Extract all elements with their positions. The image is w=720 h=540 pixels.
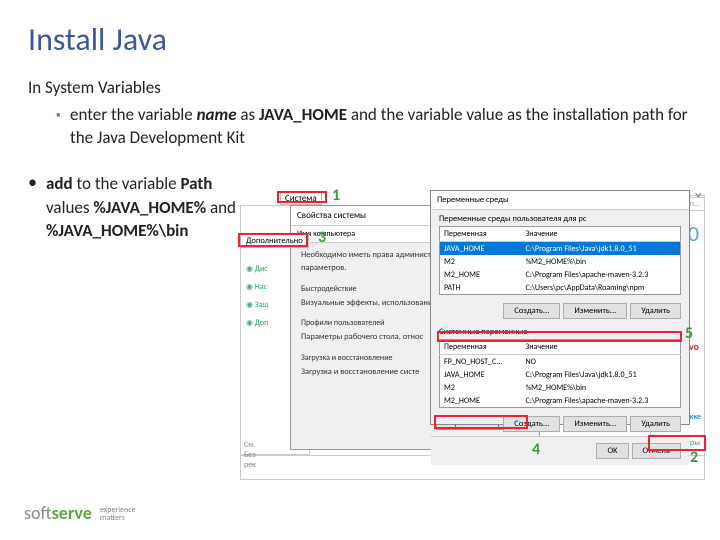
- col-header: Значение: [521, 227, 680, 242]
- step-number-4: 4: [532, 440, 540, 459]
- table-row[interactable]: M2_HOMEC:\Program Files\apache-maven-3.2…: [440, 394, 681, 408]
- text: add: [46, 173, 73, 194]
- text: values: [46, 197, 93, 218]
- text: to the variable: [73, 173, 181, 194]
- text: %JAVA_HOME%\bin: [46, 220, 188, 241]
- step-number-1: 1: [332, 186, 340, 205]
- create-button[interactable]: Создать...: [503, 303, 560, 319]
- side-item[interactable]: Доп: [246, 314, 268, 332]
- col-header: Значение: [521, 340, 680, 355]
- text: and: [206, 197, 236, 218]
- text: as: [237, 104, 259, 125]
- section-label: Переменные среды пользователя для pc: [439, 214, 681, 224]
- step-number-2: 2: [690, 448, 698, 467]
- side-item[interactable]: Защ: [246, 296, 268, 314]
- dialog-title: Переменные среды: [431, 191, 689, 210]
- logo-serve: serve: [52, 502, 92, 524]
- bullet-2: add to the variable Path values %JAVA_HO…: [28, 172, 258, 243]
- text: Без: [244, 450, 256, 460]
- sistema-crumb[interactable]: Система: [280, 192, 322, 205]
- step-number-3: 3: [318, 228, 326, 247]
- table-row[interactable]: M2_HOMEC:\Program Files\apache-maven-3.2…: [440, 268, 681, 281]
- edit-button[interactable]: Изменить...: [563, 416, 627, 432]
- bullet-1: enter the variable name as JAVA_HOME and…: [56, 104, 692, 150]
- logo: softserve experiencematters: [24, 502, 136, 524]
- text-var: JAVA_HOME: [259, 104, 347, 125]
- logo-tag: matters: [100, 513, 125, 523]
- table-row[interactable]: M2%M2_HOME%\bin: [440, 255, 681, 268]
- col-header: Переменная: [440, 227, 522, 242]
- text-name: name: [197, 104, 237, 125]
- text: рек: [244, 460, 256, 470]
- text: См.: [244, 440, 256, 450]
- side-item[interactable]: Дис: [246, 260, 268, 278]
- logo-soft: soft: [24, 502, 52, 524]
- cancel-button[interactable]: Отмена: [632, 443, 681, 459]
- sidebar-icons: Дис Нас Защ Доп: [246, 260, 268, 332]
- section-label: Системные переменные: [439, 327, 681, 337]
- side-item[interactable]: Нас: [246, 278, 268, 296]
- table-row[interactable]: JAVA_HOMEC:\Program Files\Java\jdk1.8.0_…: [440, 242, 681, 256]
- dopolnitelno-tab[interactable]: Дополнительно: [240, 234, 309, 248]
- edit-button[interactable]: Изменить...: [563, 303, 627, 319]
- create-button[interactable]: Создать...: [503, 416, 560, 432]
- text: enter the variable: [70, 104, 197, 125]
- text: Path: [180, 173, 212, 194]
- grey-footer: См. Без рек: [244, 440, 256, 470]
- screenshot-composite: — ▢ ✕ Поиск в п... s 10 ovo о поддержке …: [240, 190, 705, 480]
- env-vars-dialog: Переменные среды Переменные среды пользо…: [430, 190, 690, 425]
- text: %JAVA_HOME%: [93, 197, 206, 218]
- step-number-5: 5: [685, 324, 693, 343]
- page-title: Install Java: [28, 20, 692, 59]
- col-header: Переменная: [440, 340, 522, 355]
- ok-button[interactable]: OK: [596, 443, 628, 459]
- user-vars-table[interactable]: ПеременнаяЗначение JAVA_HOMEC:\Program F…: [439, 226, 681, 295]
- delete-button[interactable]: Удалить: [630, 303, 681, 319]
- table-row[interactable]: FP_NO_HOST_C...NO: [440, 355, 681, 369]
- table-row[interactable]: PATHC:\Users\pc\AppData\Roaming\npm: [440, 281, 681, 295]
- table-row[interactable]: JAVA_HOMEC:\Program Files\Java\jdk1.8.0_…: [440, 368, 681, 381]
- table-row[interactable]: M2%M2_HOME%\bin: [440, 381, 681, 394]
- sys-vars-table[interactable]: ПеременнаяЗначение FP_NO_HOST_C...NOJAVA…: [439, 339, 681, 408]
- delete-button[interactable]: Удалить: [630, 416, 681, 432]
- subtitle: In System Variables: [28, 77, 692, 98]
